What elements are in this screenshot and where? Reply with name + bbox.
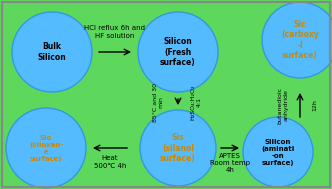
Text: Silicon
(Fresh
surface): Silicon (Fresh surface)	[160, 37, 196, 67]
Circle shape	[243, 117, 313, 187]
Text: Sio
(siloxan-
e
surface): Sio (siloxan- e surface)	[29, 135, 63, 161]
Circle shape	[12, 12, 92, 92]
Circle shape	[140, 110, 216, 186]
Text: HCl reflux 6h and
HF solution: HCl reflux 6h and HF solution	[85, 26, 145, 39]
Text: H₂SO₄:H₂O₂
4:1: H₂SO₄:H₂O₂ 4:1	[191, 84, 202, 120]
Text: butanedioic
anhydride: butanedioic anhydride	[278, 86, 289, 124]
Text: Sic
(carboxy
-l
surface): Sic (carboxy -l surface)	[281, 20, 319, 60]
Text: Silicon
(aminati
-on
surface): Silicon (aminati -on surface)	[261, 139, 294, 166]
Text: Heat
500℃ 4h: Heat 500℃ 4h	[94, 156, 126, 169]
Text: 12h: 12h	[312, 99, 317, 111]
Text: APTES
Room temp
4h: APTES Room temp 4h	[210, 153, 250, 173]
Text: Bulk
Silicon: Bulk Silicon	[38, 42, 66, 62]
Circle shape	[262, 2, 332, 78]
Circle shape	[6, 108, 86, 188]
Text: 85°C and 30
min: 85°C and 30 min	[153, 83, 163, 122]
Text: Sis
(silanol
surface): Sis (silanol surface)	[160, 133, 196, 163]
Circle shape	[138, 12, 218, 92]
